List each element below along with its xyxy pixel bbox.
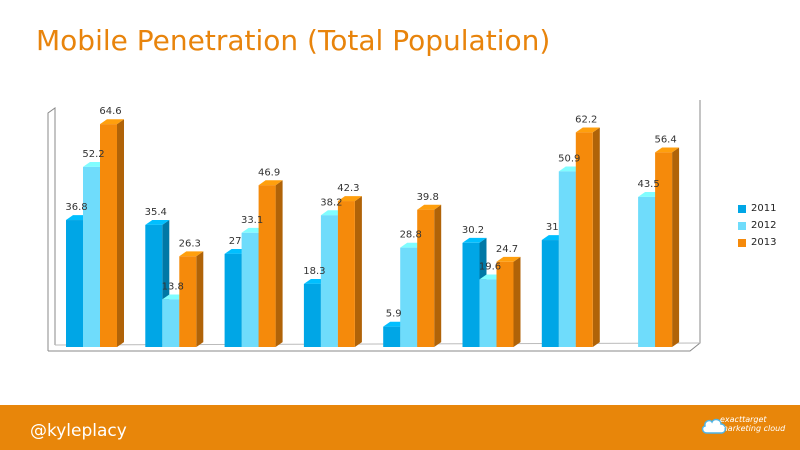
brand-line2: marketing cloud [720,424,786,433]
legend-swatch-2013 [738,238,746,247]
data-label-2011-4: 5.9 [386,309,402,320]
data-label-2013-4: 39.8 [417,192,439,203]
bar-top [337,196,362,202]
bar-front [241,232,259,347]
bar-top [655,147,680,153]
bar-side [434,204,442,347]
data-label-2012-0: 52.2 [82,149,104,160]
bar-front [258,185,276,347]
footer-bar: @kyleplacy exacttarget marketing cloud [0,405,800,450]
legend-label-2013: 2013 [751,237,777,248]
twitter-handle: @kyleplacy [30,421,127,441]
bar-front [145,224,163,347]
bar-front [383,326,401,347]
bar-top [417,204,442,210]
data-label-2012-7: 43.5 [637,179,659,190]
bar-side [275,180,283,347]
legend-item-2011: 2011 [738,200,776,217]
data-label-2012-4: 28.8 [400,230,422,241]
data-label-2012-3: 38.2 [320,197,342,208]
floor-and-right-wall [48,100,701,352]
slide-title: Mobile Penetration (Total Population) [36,24,551,57]
legend-swatch-2011 [738,204,746,213]
brand-line1: exacttarget [720,415,767,424]
bar-front [655,152,673,347]
bar-front [66,220,83,347]
bar-top [575,127,600,133]
bar-2013-1 [179,251,204,347]
bar-front [337,201,355,347]
legend-item-2012: 2012 [738,217,776,234]
data-label-2011-6: 31 [546,222,559,233]
cloud-icon [701,418,726,434]
data-label-2011-3: 18.3 [303,266,325,277]
data-label-2013-6: 62.2 [575,115,597,126]
chart-data-labels: 36.8 35.4 27 18.3 5.9 30.2 31 52.2 13.8 33.1 38.2 2… [65,106,676,320]
legend-swatch-2012 [738,221,746,230]
legend-item-2013: 2013 [738,234,776,251]
data-label-2013-2: 46.9 [258,167,280,178]
data-label-2012-2: 33.1 [241,215,263,226]
bar-front [83,166,100,347]
chart-legend: 2011 2012 2013 [738,200,776,251]
bar-2013-2 [258,180,283,347]
bar-front [479,279,497,347]
bar-side [117,119,124,347]
bar-side [672,147,680,347]
data-label-2011-1: 35.4 [145,207,167,218]
bar-2013-3 [337,196,362,347]
data-label-2013-3: 42.3 [337,183,359,194]
data-label-2012-6: 50.9 [558,153,580,164]
bar-front [417,209,435,347]
brand-logo: exacttarget marketing cloud [700,411,790,447]
bar-top [496,256,521,262]
bar-front [162,299,180,347]
bar-front [303,283,321,347]
bar-front [575,132,593,347]
bar-front [496,261,514,347]
back-wall-left [47,107,56,351]
bar-front [320,215,338,347]
bar-front [179,256,197,347]
bar-2013-4 [417,204,442,347]
data-label-2013-5: 24.7 [496,244,518,255]
bar-front [462,242,480,347]
bar-top [258,180,283,186]
bar-2013-0 [100,119,124,347]
bar-front [100,124,117,347]
data-label-2013-7: 56.4 [654,135,676,146]
data-label-2011-5: 30.2 [462,225,484,236]
bar-front [638,196,656,347]
data-label-2013-1: 26.3 [179,238,201,249]
data-label-2012-1: 13.8 [162,281,184,292]
bar-side [196,251,204,347]
bar-side [354,196,362,347]
data-label-2011-2: 27 [229,236,242,247]
bar-side [513,256,521,347]
bar-top [100,119,124,125]
data-label-2012-5: 19.6 [479,261,501,272]
bar-front [541,240,559,347]
bar-side [592,127,600,347]
chart-bars [66,119,680,347]
bar-front [224,253,242,347]
legend-label-2011: 2011 [751,203,777,214]
data-label-2011-0: 36.8 [65,202,87,213]
brand-text: exacttarget marketing cloud [720,415,785,433]
bar-2013-7 [655,147,680,347]
data-label-2013-0: 64.6 [99,106,121,117]
bar-top [145,219,170,225]
bar-2013-5 [496,256,521,347]
bar-top [179,251,204,257]
bar-top [462,237,487,243]
legend-label-2012: 2012 [751,220,777,231]
bar-front [400,247,418,347]
bar-chart: 36.8 35.4 27 18.3 5.9 30.2 31 52.2 13.8 33.1 38.2 2… [47,100,701,352]
bar-2013-6 [575,127,600,347]
bar-front [558,171,576,347]
